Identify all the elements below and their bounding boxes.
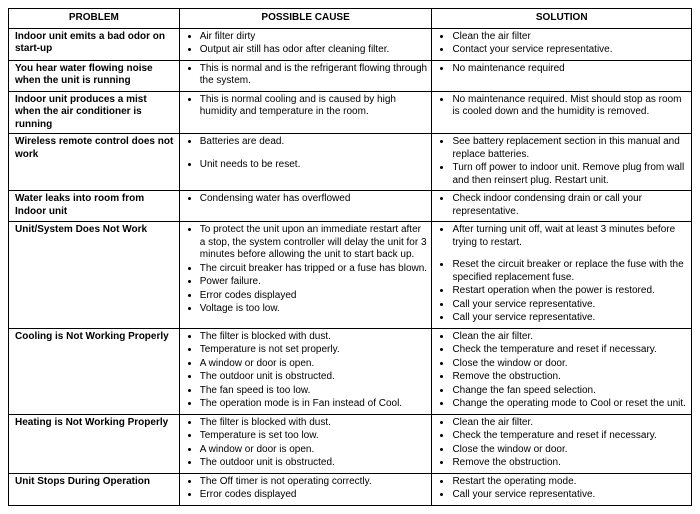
list-item: Temperature is not set properly. <box>200 344 428 357</box>
list-item: After turning unit off, wait at least 3 … <box>452 224 687 249</box>
list-item: Reset the circuit breaker or replace the… <box>452 259 687 284</box>
list-item: Air filter dirty <box>200 31 428 44</box>
header-cause: POSSIBLE CAUSE <box>179 9 432 29</box>
list-item: Error codes displayed <box>200 290 428 303</box>
list-item: The outdoor unit is obstructed. <box>200 457 428 470</box>
list-item: The fan speed is too low. <box>200 385 428 398</box>
table-row: You hear water flowing noise when the un… <box>9 60 692 91</box>
list-item: Error codes displayed <box>200 489 428 502</box>
list-item: The operation mode is in Fan instead of … <box>200 398 428 411</box>
cause-cell: Batteries are dead. Unit needs to be rese… <box>179 134 432 191</box>
list-item: Restart operation when the power is rest… <box>452 285 687 298</box>
list-item: Check the temperature and reset if neces… <box>452 344 687 357</box>
problem-cell: Heating is Not Working Properly <box>9 414 180 473</box>
list-item: The filter is blocked with dust. <box>200 417 428 430</box>
list-item: The filter is blocked with dust. <box>200 331 428 344</box>
list-item: Change the fan speed selection. <box>452 385 687 398</box>
table-row: Indoor unit produces a mist when the air… <box>9 91 692 134</box>
solution-cell: After turning unit off, wait at least 3 … <box>432 222 692 329</box>
list-item: Call your service representative. <box>452 312 687 325</box>
list-item: Clean the air filter <box>452 31 687 44</box>
list-item: See battery replacement section in this … <box>452 136 687 161</box>
table-row: Indoor unit emits a bad odor on start-up… <box>9 28 692 60</box>
cause-cell: Condensing water has overflowed <box>179 191 432 222</box>
list-item: Output air still has odor after cleaning… <box>200 44 428 57</box>
troubleshooting-table: PROBLEM POSSIBLE CAUSE SOLUTION Indoor u… <box>8 8 692 506</box>
cause-cell: The Off timer is not operating correctly… <box>179 473 432 505</box>
list-item: Power failure. <box>200 276 428 289</box>
table-header-row: PROBLEM POSSIBLE CAUSE SOLUTION <box>9 9 692 29</box>
problem-cell: Indoor unit produces a mist when the air… <box>9 91 180 134</box>
table-row: Heating is Not Working ProperlyThe filte… <box>9 414 692 473</box>
solution-cell: Clean the air filter.Check the temperatu… <box>432 328 692 414</box>
list-item: The circuit breaker has tripped or a fus… <box>200 263 428 276</box>
header-problem: PROBLEM <box>9 9 180 29</box>
table-row: Unit/System Does Not Work To protect the … <box>9 222 692 329</box>
problem-cell: Wireless remote control does not work <box>9 134 180 191</box>
solution-cell: See battery replacement section in this … <box>432 134 692 191</box>
list-item: Turn off power to indoor unit. Remove pl… <box>452 162 687 187</box>
problem-cell: Unit/System Does Not Work <box>9 222 180 329</box>
list-item: Remove the obstruction. <box>452 457 687 470</box>
list-item: Change the operating mode to Cool or res… <box>452 398 687 411</box>
cause-cell: To protect the unit upon an immediate re… <box>179 222 432 329</box>
list-item: Close the window or door. <box>452 358 687 371</box>
solution-cell: Clean the air filter.Check the temperatu… <box>432 414 692 473</box>
list-item: Temperature is set too low. <box>200 430 428 443</box>
table-row: Unit Stops During Operation The Off timer… <box>9 473 692 505</box>
list-item: Close the window or door. <box>452 444 687 457</box>
list-item: This is normal cooling and is caused by … <box>200 94 428 119</box>
list-item: Remove the obstruction. <box>452 371 687 384</box>
list-item: The Off timer is not operating correctly… <box>200 476 428 489</box>
list-item: Voltage is too low. <box>200 303 428 316</box>
problem-cell: Unit Stops During Operation <box>9 473 180 505</box>
list-item: Check the temperature and reset if neces… <box>452 430 687 443</box>
list-item: To protect the unit upon an immediate re… <box>200 224 428 262</box>
list-item: Contact your service representative. <box>452 44 687 57</box>
table-row: Water leaks into room from Indoor unit Co… <box>9 191 692 222</box>
list-item: Call your service representative. <box>452 299 687 312</box>
problem-cell: You hear water flowing noise when the un… <box>9 60 180 91</box>
list-item: A window or door is open. <box>200 444 428 457</box>
list-item: This is normal and is the refrigerant fl… <box>200 63 428 88</box>
list-item: Batteries are dead. <box>200 136 428 149</box>
solution-cell: Clean the air filterContact your service… <box>432 28 692 60</box>
list-item: Unit needs to be reset. <box>200 159 428 172</box>
cause-cell: This is normal cooling and is caused by … <box>179 91 432 134</box>
solution-cell: Check indoor condensing drain or call yo… <box>432 191 692 222</box>
problem-cell: Indoor unit emits a bad odor on start-up <box>9 28 180 60</box>
list-item: Clean the air filter. <box>452 331 687 344</box>
list-item: No maintenance required <box>452 63 687 76</box>
list-item: Check indoor condensing drain or call yo… <box>452 193 687 218</box>
problem-cell: Water leaks into room from Indoor unit <box>9 191 180 222</box>
cause-cell: Air filter dirtyOutput air still has odo… <box>179 28 432 60</box>
cause-cell: This is normal and is the refrigerant fl… <box>179 60 432 91</box>
list-item: Condensing water has overflowed <box>200 193 428 206</box>
header-solution: SOLUTION <box>432 9 692 29</box>
list-item: No maintenance required. Mist should sto… <box>452 94 687 119</box>
cause-cell: The filter is blocked with dust.Temperat… <box>179 414 432 473</box>
list-item: Clean the air filter. <box>452 417 687 430</box>
list-item: Restart the operating mode. <box>452 476 687 489</box>
problem-cell: Cooling is Not Working Properly <box>9 328 180 414</box>
cause-cell: The filter is blocked with dust.Temperat… <box>179 328 432 414</box>
solution-cell: No maintenance required. Mist should sto… <box>432 91 692 134</box>
table-row: Wireless remote control does not workBat… <box>9 134 692 191</box>
list-item: The outdoor unit is obstructed. <box>200 371 428 384</box>
solution-cell: Restart the operating mode.Call your ser… <box>432 473 692 505</box>
list-item: Call your service representative. <box>452 489 687 502</box>
table-row: Cooling is Not Working ProperlyThe filte… <box>9 328 692 414</box>
list-item: A window or door is open. <box>200 358 428 371</box>
solution-cell: No maintenance required <box>432 60 692 91</box>
